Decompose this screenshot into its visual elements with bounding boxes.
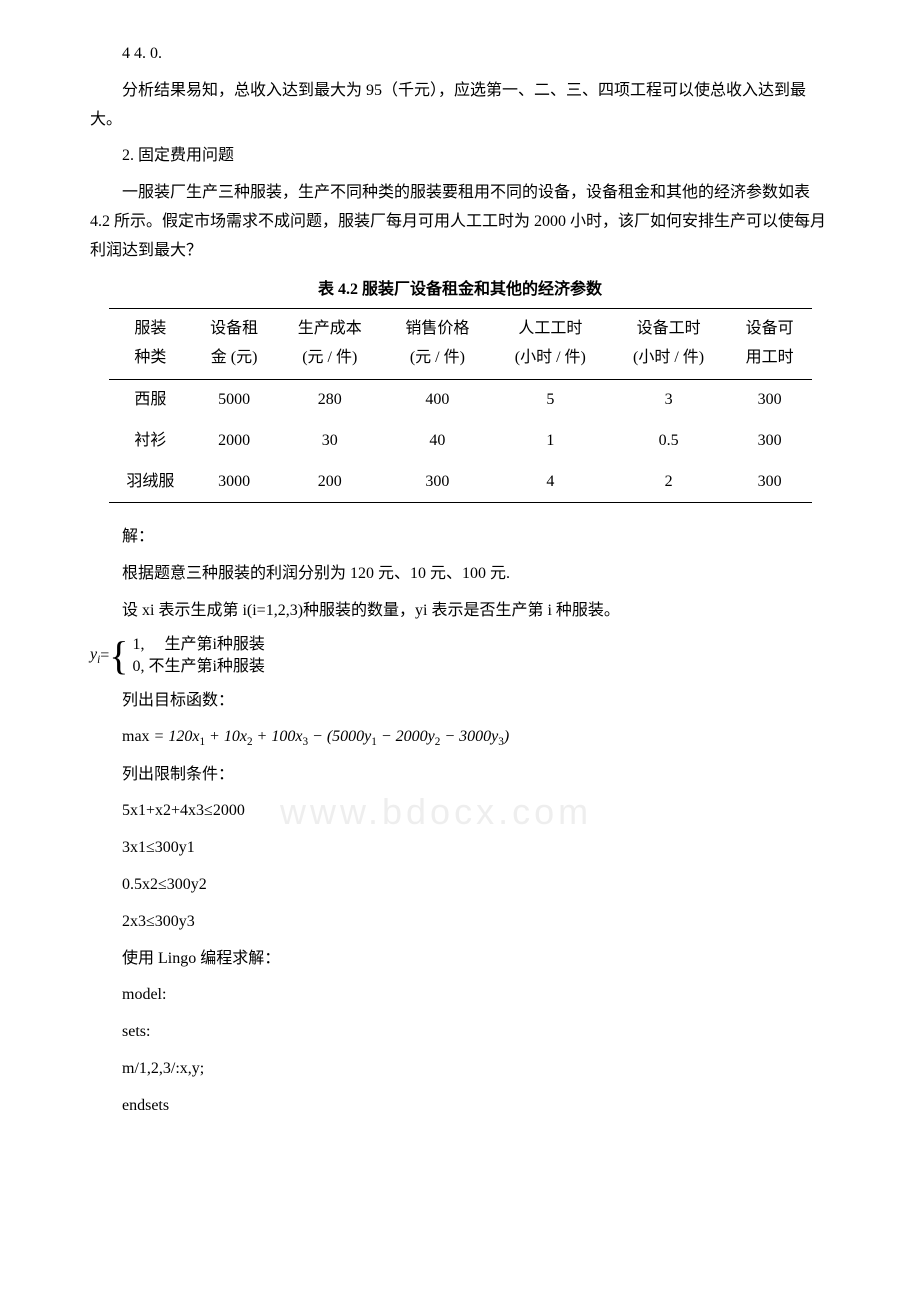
variable-definition: 设 xi 表示生成第 i(i=1,2,3)种服装的数量，yi 表示是否生产第 i… — [90, 597, 830, 626]
table-cell: 5 — [491, 379, 609, 420]
objective-label: 列出目标函数： — [90, 687, 830, 716]
code-line: m/1,2,3/:x,y; — [90, 1055, 830, 1084]
table-cell: 2 — [609, 462, 727, 503]
table-cell: 0.5 — [609, 421, 727, 462]
yi-case-1: 1, 生产第i种服装 — [132, 634, 264, 656]
analysis-paragraph: 分析结果易知，总收入达到最大为 95（千元），应选第一、二、三、四项工程可以使总… — [90, 77, 830, 135]
table-cell: 西服 — [109, 379, 193, 420]
col-header: 设备租金 (元) — [192, 309, 276, 380]
table-cell: 200 — [276, 462, 384, 503]
table-row: 西服 5000 280 400 5 3 300 — [109, 379, 812, 420]
table-caption: 表 4.2 服装厂设备租金和其他的经济参数 — [90, 276, 830, 305]
table-cell: 300 — [728, 379, 812, 420]
table-cell: 5000 — [192, 379, 276, 420]
constraint-4: 2x3≤300y3 — [90, 908, 830, 937]
table-cell: 30 — [276, 421, 384, 462]
table-cell: 3000 — [192, 462, 276, 503]
constraint-label: 列出限制条件： — [90, 761, 830, 790]
col-header: 设备可用工时 — [728, 309, 812, 380]
table-cell: 300 — [728, 462, 812, 503]
problem-paragraph: 一服装厂生产三种服装，生产不同种类的服装要租用不同的设备，设备租金和其他的经济参… — [90, 179, 830, 265]
table-cell: 300 — [384, 462, 492, 503]
lingo-label: 使用 Lingo 编程求解： — [90, 945, 830, 974]
profit-text: 根据题意三种服装的利润分别为 120 元、10 元、100 元. — [90, 560, 830, 589]
section-2-title: 2. 固定费用问题 — [90, 142, 830, 171]
constraint-2: 3x1≤300y1 — [90, 834, 830, 863]
table-cell: 400 — [384, 379, 492, 420]
table-row: 衬衫 2000 30 40 1 0.5 300 — [109, 421, 812, 462]
constraint-1: 5x1+x2+4x3≤2000 — [90, 797, 830, 826]
constraint-3: 0.5x2≤300y2 — [90, 871, 830, 900]
col-header: 生产成本(元 / 件) — [276, 309, 384, 380]
col-header: 销售价格(元 / 件) — [384, 309, 492, 380]
table-cell: 4 — [491, 462, 609, 503]
table-cell: 40 — [384, 421, 492, 462]
table-cell: 1 — [491, 421, 609, 462]
code-line: sets: — [90, 1018, 830, 1047]
table-cell: 2000 — [192, 421, 276, 462]
table-cell: 280 — [276, 379, 384, 420]
objective-formula: max = 120x1 + 10x2 + 100x3 − (5000y1 − 2… — [90, 723, 830, 752]
yi-formula: yi = { 1, 生产第i种服装 0, 不生产第i种服装 — [90, 634, 830, 679]
table-cell: 300 — [728, 421, 812, 462]
col-header: 设备工时(小时 / 件) — [609, 309, 727, 380]
line-440: 4 4. 0. — [90, 40, 830, 69]
table-cell: 衬衫 — [109, 421, 193, 462]
code-line: endsets — [90, 1092, 830, 1121]
table-cell: 3 — [609, 379, 727, 420]
col-header: 人工工时(小时 / 件) — [491, 309, 609, 380]
parameters-table: 服装种类 设备租金 (元) 生产成本(元 / 件) 销售价格(元 / 件) 人工… — [109, 308, 812, 503]
code-line: model: — [90, 981, 830, 1010]
document-content: 4 4. 0. 分析结果易知，总收入达到最大为 95（千元），应选第一、二、三、… — [90, 40, 830, 1121]
table-header-row: 服装种类 设备租金 (元) 生产成本(元 / 件) 销售价格(元 / 件) 人工… — [109, 309, 812, 380]
yi-case-2: 0, 不生产第i种服装 — [132, 656, 264, 678]
table-cell: 羽绒服 — [109, 462, 193, 503]
col-header: 服装种类 — [109, 309, 193, 380]
table-row: 羽绒服 3000 200 300 4 2 300 — [109, 462, 812, 503]
solution-label: 解： — [90, 523, 830, 552]
